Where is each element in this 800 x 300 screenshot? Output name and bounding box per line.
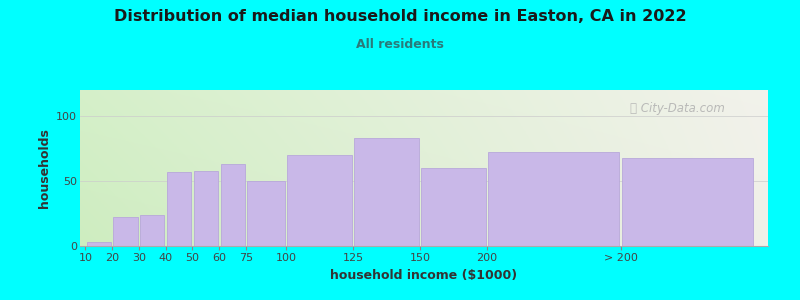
Bar — [287, 155, 352, 246]
Bar — [622, 158, 754, 246]
Text: All residents: All residents — [356, 38, 444, 50]
Y-axis label: households: households — [38, 128, 50, 208]
Bar — [247, 181, 285, 246]
Bar — [86, 242, 110, 246]
Text: Distribution of median household income in Easton, CA in 2022: Distribution of median household income … — [114, 9, 686, 24]
Bar — [488, 152, 619, 246]
Bar — [140, 215, 164, 246]
Bar — [221, 164, 245, 246]
Bar — [194, 171, 218, 246]
X-axis label: household income ($1000): household income ($1000) — [330, 268, 518, 281]
Bar — [354, 138, 418, 246]
Text: ⓘ City-Data.com: ⓘ City-Data.com — [630, 103, 726, 116]
Bar — [167, 172, 191, 246]
Bar — [114, 218, 138, 246]
Bar — [422, 168, 486, 246]
